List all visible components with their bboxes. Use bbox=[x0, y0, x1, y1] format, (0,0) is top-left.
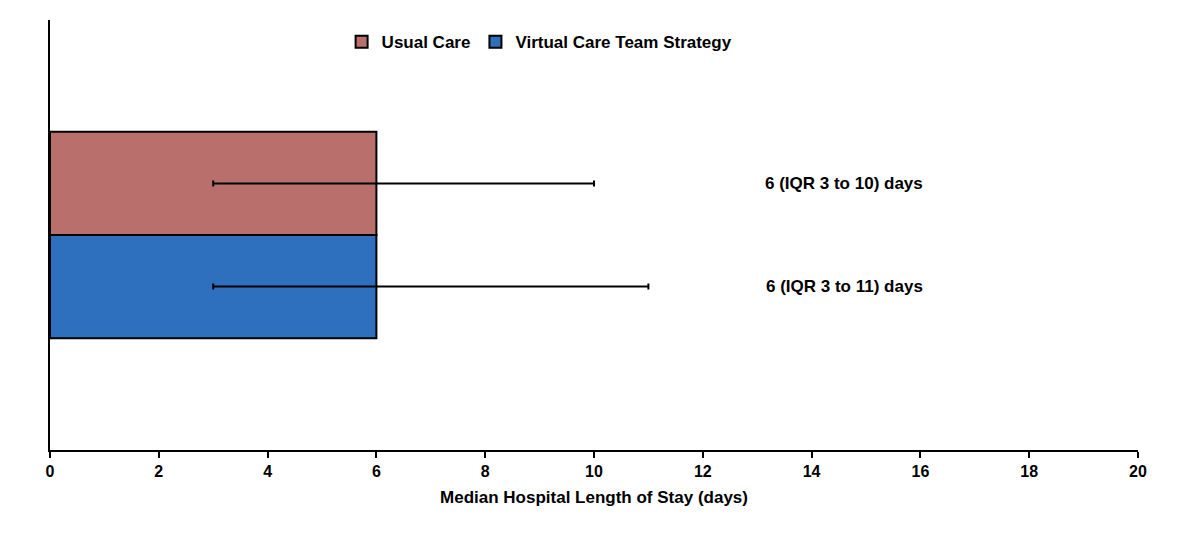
svg-text:12: 12 bbox=[694, 463, 712, 480]
svg-text:6: 6 bbox=[372, 463, 381, 480]
svg-text:Virtual Care Team Strategy: Virtual Care Team Strategy bbox=[515, 33, 731, 52]
svg-text:2: 2 bbox=[154, 463, 163, 480]
svg-text:0: 0 bbox=[46, 463, 55, 480]
svg-text:6 (IQR 3 to 11) days: 6 (IQR 3 to 11) days bbox=[766, 277, 923, 296]
svg-text:14: 14 bbox=[803, 463, 821, 480]
svg-text:8: 8 bbox=[481, 463, 490, 480]
svg-text:Usual Care: Usual Care bbox=[382, 33, 471, 52]
svg-text:16: 16 bbox=[912, 463, 930, 480]
svg-text:18: 18 bbox=[1020, 463, 1038, 480]
svg-text:20: 20 bbox=[1129, 463, 1147, 480]
svg-text:4: 4 bbox=[263, 463, 272, 480]
svg-text:10: 10 bbox=[585, 463, 603, 480]
svg-text:6 (IQR 3 to 10) days: 6 (IQR 3 to 10) days bbox=[765, 174, 923, 193]
svg-text:Median Hospital Length of Stay: Median Hospital Length of Stay (days) bbox=[440, 488, 748, 507]
